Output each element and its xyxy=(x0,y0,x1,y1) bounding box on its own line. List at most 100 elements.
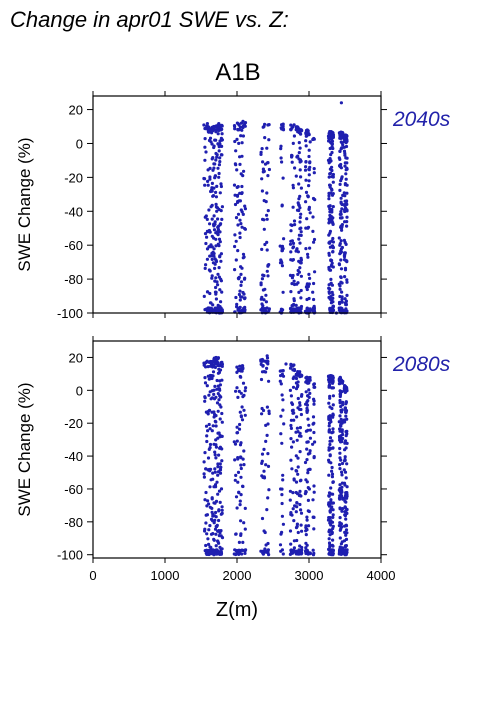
data-point xyxy=(220,217,224,221)
data-point xyxy=(340,494,344,498)
data-point xyxy=(329,486,333,490)
data-point xyxy=(341,507,345,511)
data-point xyxy=(340,509,344,513)
data-point xyxy=(330,142,334,146)
data-point xyxy=(299,132,303,136)
data-point xyxy=(237,490,241,494)
data-point xyxy=(216,233,220,237)
y-tick-label: -80 xyxy=(64,515,83,530)
data-point xyxy=(265,405,269,409)
data-point xyxy=(214,258,218,262)
data-point xyxy=(340,141,344,145)
data-point xyxy=(344,141,348,145)
data-point xyxy=(212,521,216,525)
data-point xyxy=(329,498,333,502)
scatter-points xyxy=(202,354,349,557)
data-point xyxy=(294,469,298,473)
data-point xyxy=(211,532,215,536)
data-point xyxy=(217,489,222,493)
data-point xyxy=(239,222,243,226)
data-point xyxy=(205,532,209,536)
data-point xyxy=(281,290,285,294)
data-point xyxy=(344,476,348,480)
data-point xyxy=(330,406,334,411)
data-point xyxy=(300,551,304,555)
data-point xyxy=(304,131,308,135)
data-point xyxy=(307,148,311,152)
data-point xyxy=(295,248,299,252)
data-point xyxy=(264,439,268,443)
data-point xyxy=(214,552,218,556)
data-point xyxy=(340,300,344,304)
data-point xyxy=(299,212,303,216)
data-point xyxy=(339,552,343,556)
data-point xyxy=(263,547,267,551)
data-point xyxy=(210,142,214,146)
data-point xyxy=(216,132,220,136)
data-point xyxy=(331,236,335,241)
data-point xyxy=(262,218,266,222)
data-point xyxy=(262,469,266,473)
data-point xyxy=(278,543,283,547)
data-point xyxy=(304,478,308,482)
data-point xyxy=(312,281,316,286)
data-point xyxy=(260,406,264,411)
data-point xyxy=(298,146,302,150)
data-point xyxy=(262,447,266,451)
data-point xyxy=(234,532,238,536)
data-point xyxy=(208,129,212,133)
data-point xyxy=(265,354,269,358)
data-point xyxy=(232,124,237,128)
data-point xyxy=(306,394,310,398)
data-point xyxy=(267,123,271,127)
data-point xyxy=(217,518,221,523)
data-point xyxy=(240,141,244,145)
data-point xyxy=(345,511,349,515)
data-point xyxy=(280,247,284,251)
data-point xyxy=(306,471,310,475)
data-point xyxy=(237,548,241,552)
data-point xyxy=(291,376,295,381)
data-point xyxy=(242,521,246,525)
data-point xyxy=(306,486,310,490)
data-point xyxy=(288,489,292,493)
panel-2080s: 20 0 -20 -40 -60 -80 -100 0 1000 2000 3000 4000 SWE … xyxy=(15,336,451,621)
data-point xyxy=(306,468,310,472)
data-point xyxy=(307,423,311,427)
data-point xyxy=(267,553,271,557)
data-point xyxy=(218,531,222,535)
data-point xyxy=(204,214,208,218)
data-point xyxy=(214,202,218,206)
data-point xyxy=(345,278,349,282)
data-point xyxy=(205,217,209,221)
data-point xyxy=(296,250,300,254)
data-point xyxy=(304,190,309,194)
data-point xyxy=(337,156,341,160)
data-point xyxy=(308,161,312,165)
data-point xyxy=(220,505,224,509)
data-point xyxy=(339,546,343,550)
data-point xyxy=(311,229,315,233)
data-point xyxy=(261,364,265,368)
data-point xyxy=(288,366,293,370)
data-point xyxy=(213,518,217,522)
data-point xyxy=(279,144,283,148)
data-point xyxy=(260,516,265,521)
data-point xyxy=(293,223,297,227)
data-point xyxy=(203,266,207,270)
data-point xyxy=(294,510,298,514)
data-point xyxy=(329,519,333,523)
data-point xyxy=(297,551,301,555)
data-point xyxy=(267,488,271,492)
data-point xyxy=(330,307,334,311)
data-point xyxy=(219,184,223,189)
data-point xyxy=(298,168,302,172)
data-point xyxy=(331,386,335,390)
data-point xyxy=(312,385,316,389)
data-point xyxy=(260,370,265,374)
data-point xyxy=(279,382,283,386)
data-point xyxy=(343,251,347,255)
data-point xyxy=(331,492,335,496)
data-point xyxy=(291,246,295,250)
